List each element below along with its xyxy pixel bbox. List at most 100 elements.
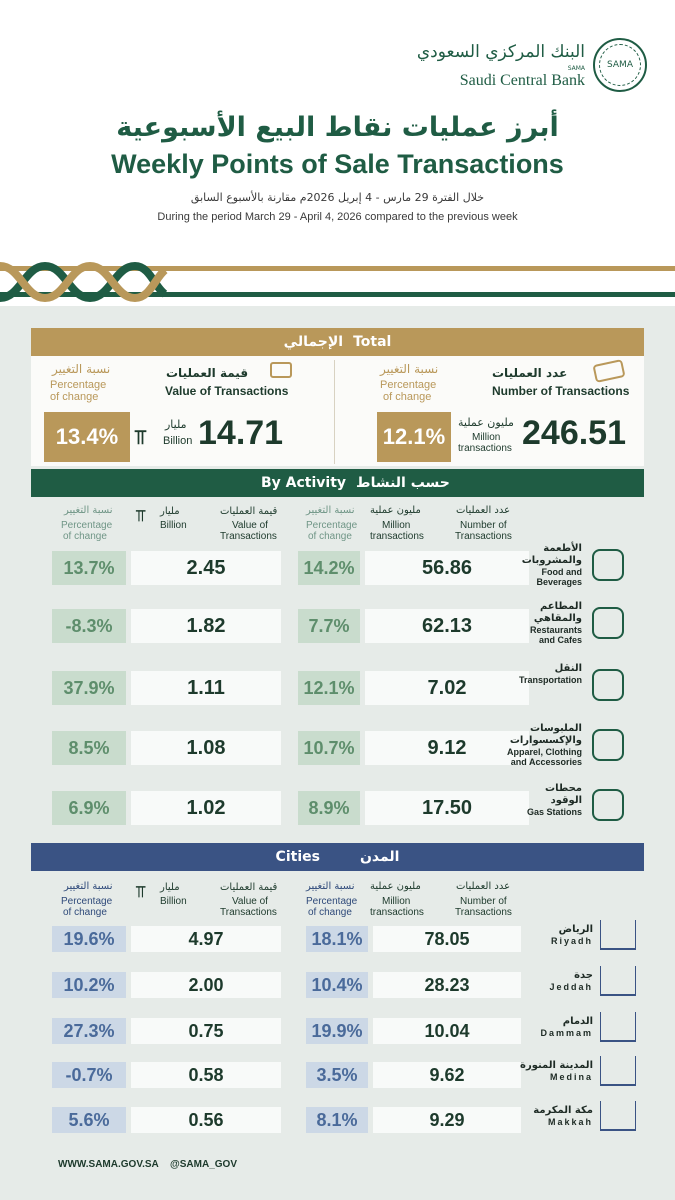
activity-value-pct: 8.5%	[52, 731, 126, 765]
city-count-pct: 19.9%	[306, 1018, 368, 1044]
total-count-unit-en-1: Million	[472, 432, 501, 443]
total-count-unit-en-2: transactions	[458, 443, 512, 454]
city-col-pct-en-1a: Percentage	[61, 896, 113, 907]
act-col-bil-ar: مليار	[160, 506, 180, 517]
city-col-mil-ar: مليون عملية	[370, 881, 421, 892]
city-value: 0.75	[131, 1018, 281, 1044]
activity-count: 56.86	[365, 551, 529, 585]
activity-count-pct: 12.1%	[298, 671, 360, 705]
activity-category-ar-2: الوقود	[550, 795, 582, 806]
total-value-unit-en: Billion	[163, 435, 193, 447]
activity-category-ar-2: والمقاهي	[533, 613, 582, 624]
city-name-label: مكة المكرمة Makkah	[533, 1105, 593, 1127]
city-count-pct: 10.4%	[306, 972, 368, 998]
total-count-label-en: Number of Transactions	[492, 384, 630, 398]
total-value-pct-label-1: Percentage	[50, 379, 107, 391]
act-col-val-ar: قيمة العمليات	[220, 506, 278, 517]
city-name-ar: الرياض	[558, 924, 593, 935]
medina-mosque-icon	[600, 1056, 636, 1086]
activity-count-pct: 8.9%	[298, 791, 360, 825]
title-english: Weekly Points of Sale Transactions	[111, 149, 564, 179]
city-name-ar: مكة المكرمة	[533, 1105, 593, 1116]
city-value-pct: 27.3%	[52, 1018, 126, 1044]
activity-category-en-2: Beverages	[536, 577, 582, 587]
total-count: 246.51	[522, 414, 626, 452]
city-col-mil-en-1: Million	[382, 896, 411, 907]
act-col-mil-ar: مليون عملية	[370, 505, 421, 516]
total-divider	[334, 360, 335, 464]
activity-category-ar-2: النقل	[554, 663, 582, 674]
logo-sama: SAMA	[567, 65, 585, 72]
period-arabic: خلال الفترة 29 مارس - 4 إبريل 2026م مقار…	[190, 191, 485, 204]
act-col-mil-en-1: Million	[382, 520, 411, 531]
jeddah-tower-icon	[600, 966, 636, 996]
city-col-pct-ar-2: نسبة التغيير	[306, 881, 355, 892]
city-value-pct: 19.6%	[52, 926, 126, 952]
activity-count: 17.50	[365, 791, 529, 825]
total-count-label-ar: عدد العمليات	[492, 366, 568, 380]
activity-category-ar-2: والمشروبات	[521, 555, 582, 566]
dammam-skyline-icon	[600, 1012, 636, 1042]
city-col-pct-en-1b: of change	[63, 907, 107, 918]
city-name-label: جدة Jeddah	[549, 970, 593, 992]
city-value: 0.56	[131, 1107, 281, 1133]
sama-logo: SAMA البنك المركزي السعودي SAMA Saudi Ce…	[417, 38, 647, 98]
activity-value: 2.45	[131, 551, 281, 585]
activity-count-pct: 7.7%	[298, 609, 360, 643]
activity-category-label: محطات الوقود Gas Stations	[527, 783, 582, 817]
riyal-symbol-icon: ⫪	[136, 882, 146, 901]
total-count-pct: 12.1%	[377, 412, 451, 462]
city-name-en: Makkah	[547, 1117, 593, 1127]
city-name-label: المدينة المنورة Medina	[520, 1060, 593, 1082]
footer-social-handle[interactable]: @SAMA_GOV	[170, 1159, 237, 1170]
activity-count-pct: 10.7%	[298, 731, 360, 765]
activity-value: 1.11	[131, 671, 281, 705]
city-col-bil-en: Billion	[160, 896, 187, 907]
city-count: 9.29	[373, 1107, 521, 1133]
act-col-bil-en: Billion	[160, 520, 187, 531]
logo-arabic-name: البنك المركزي السعودي	[416, 42, 585, 62]
total-count-pct-label-1: Percentage	[380, 379, 437, 391]
activity-category-label: النقل Transportation	[519, 663, 582, 685]
city-col-val-en-1: Value of	[232, 896, 268, 907]
riyal-symbol-icon: ⫪	[135, 425, 147, 449]
activity-header: By Activity حسب النشاط	[31, 469, 644, 497]
city-col-pct-en-2b: of change	[308, 907, 352, 918]
activity-value-pct: 6.9%	[52, 791, 126, 825]
city-count: 78.05	[373, 926, 521, 952]
activity-count: 9.12	[365, 731, 529, 765]
act-col-pct-en-2b: of change	[308, 531, 352, 542]
footer-website-link[interactable]: WWW.SAMA.GOV.SA	[58, 1159, 159, 1170]
city-value-pct: 10.2%	[52, 972, 126, 998]
gas-pump-icon	[592, 789, 624, 821]
city-name-ar: المدينة المنورة	[520, 1060, 593, 1071]
activity-count: 62.13	[365, 609, 529, 643]
sama-seal-icon: SAMA	[593, 38, 647, 92]
total-value-label-en: Value of Transactions	[165, 384, 289, 398]
total-count-unit-ar: مليون عملية	[458, 416, 514, 429]
city-col-val-ar: قيمة العمليات	[220, 882, 278, 893]
activity-value: 1.82	[131, 609, 281, 643]
title-arabic: أبرز عمليات نقاط البيع الأسبوعية	[116, 112, 559, 143]
city-col-pct-ar-1: نسبة التغيير	[64, 881, 113, 892]
activity-category-ar-1: محطات	[545, 783, 582, 794]
city-col-pct-en-2a: Percentage	[306, 896, 358, 907]
activity-category-en-1: Restaurants	[529, 625, 582, 635]
activity-count: 7.02	[365, 671, 529, 705]
total-header: الإجمالي Total	[31, 328, 644, 356]
bus-icon	[592, 669, 624, 701]
banknote-icon	[270, 362, 292, 378]
act-col-pct-en-2a: Percentage	[306, 520, 358, 531]
activity-category-en-1: Apparel, Clothing	[507, 747, 582, 757]
city-count: 28.23	[373, 972, 521, 998]
city-col-num-ar: عدد العمليات	[456, 881, 511, 892]
total-value-label-ar: قيمة العمليات	[166, 366, 249, 380]
period-english: During the period March 29 - April 4, 20…	[157, 211, 518, 223]
act-col-num-en-1: Number of	[460, 520, 507, 531]
act-col-num-en-2: Transactions	[455, 531, 512, 542]
act-col-pct-en-1b: of change	[63, 531, 107, 542]
city-count-pct: 18.1%	[306, 926, 368, 952]
city-value-pct: 5.6%	[52, 1107, 126, 1133]
city-name-en: Dammam	[540, 1028, 593, 1038]
logo-english-name: Saudi Central Bank	[459, 72, 585, 89]
